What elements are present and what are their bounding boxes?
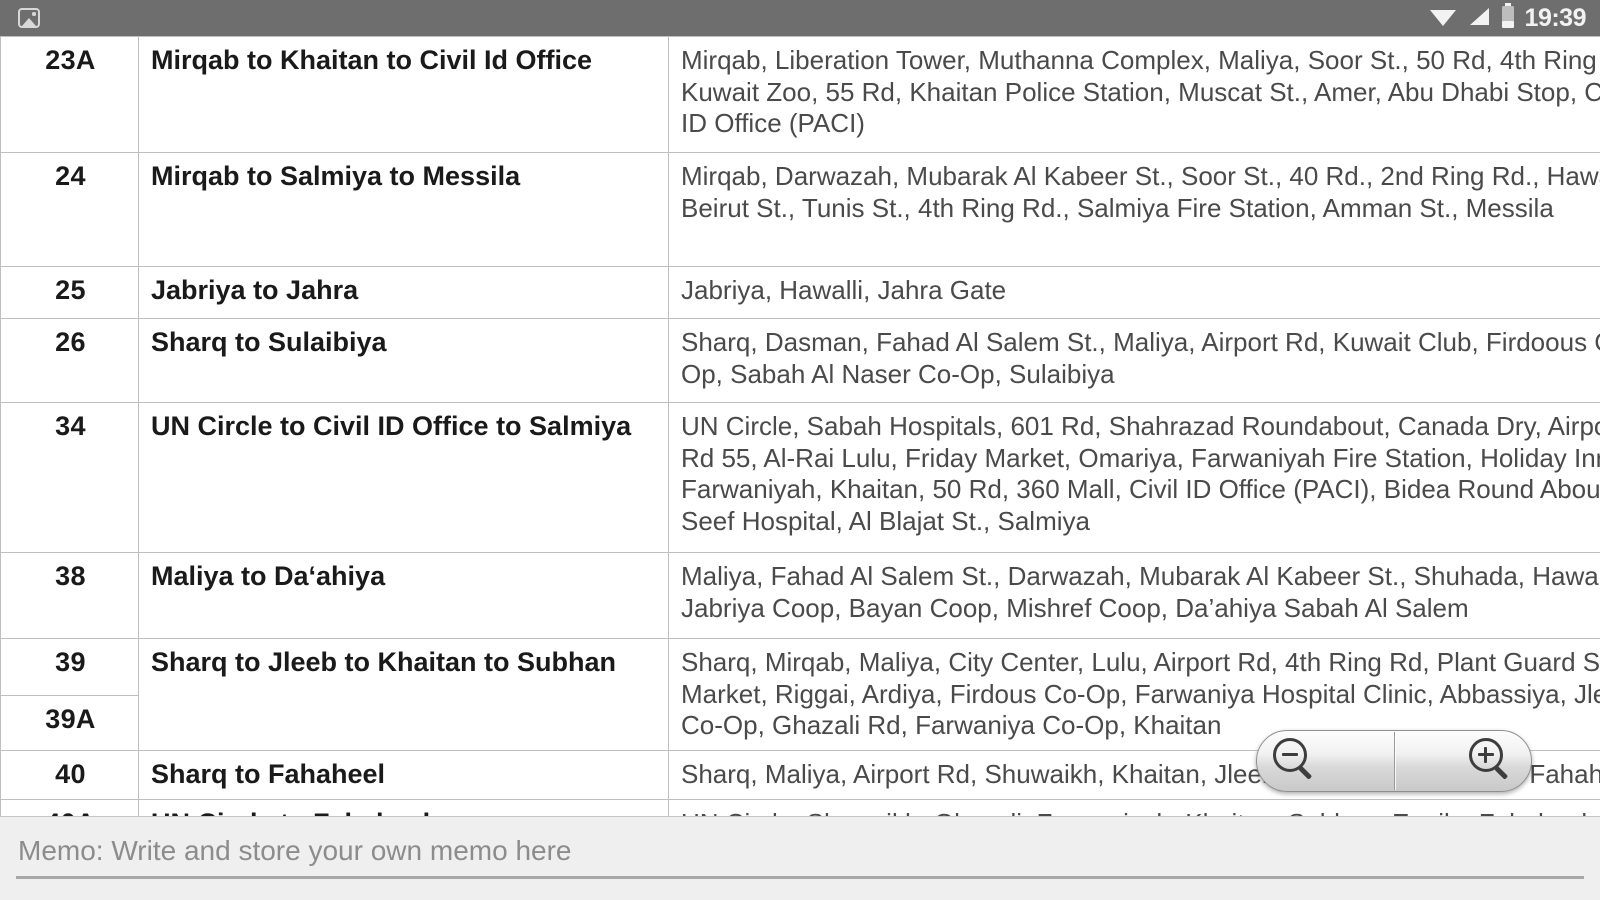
route-stops-cell: Sharq, Dasman, Fahad Al Salem St., Maliy… xyxy=(668,318,1600,403)
status-bar-clock: 19:39 xyxy=(1524,3,1587,32)
cell-signal-icon xyxy=(1467,4,1491,33)
zoom-in-button[interactable] xyxy=(1395,731,1532,791)
table-row[interactable]: 40A UN Circle to Fahaheel UN Circle, Shu… xyxy=(0,799,1600,816)
route-number-cell: 39 xyxy=(0,637,139,697)
route-number-cell: 40 xyxy=(0,750,139,801)
route-stops-cell: Jabriya, Hawalli, Jahra Gate xyxy=(668,266,1600,319)
zoom-controls xyxy=(1256,730,1532,792)
table-row[interactable]: 26 Sharq to Sulaibiya Sharq, Dasman, Fah… xyxy=(0,318,1600,403)
route-number-cell: 38 xyxy=(0,552,139,639)
battery-icon xyxy=(1500,2,1516,34)
route-number-cell: 26 xyxy=(0,318,139,403)
route-number-cell: 25 xyxy=(0,266,139,319)
route-stops-cell: UN Circle, Sabah Hospitals, 601 Rd, Shah… xyxy=(668,402,1600,553)
route-name-cell: UN Circle to Civil ID Office to Salmiya xyxy=(138,402,669,553)
zoom-out-button[interactable] xyxy=(1257,731,1394,791)
status-bar-left xyxy=(18,8,40,28)
route-stops-cell: UN Circle, Shuwaikh, Ghazali, Farwaniyah… xyxy=(668,799,1600,816)
table-row[interactable]: 23A Mirqab to Khaitan to Civil Id Office… xyxy=(0,36,1600,153)
route-stops-cell: Maliya, Fahad Al Salem St., Darwazah, Mu… xyxy=(668,552,1600,639)
route-name-cell: Maliya to Da‘ahiya xyxy=(138,552,669,639)
wifi-icon xyxy=(1428,4,1458,33)
image-notification-icon[interactable] xyxy=(18,8,40,28)
routes-table-scroll-area[interactable]: 23A Mirqab to Khaitan to Civil Id Office… xyxy=(0,36,1600,816)
zoom-out-icon xyxy=(1273,738,1319,784)
route-number-cell: 24 xyxy=(0,152,139,267)
route-name-cell: UN Circle to Fahaheel xyxy=(138,799,669,816)
route-number-cell: 40A xyxy=(0,799,139,816)
table-row[interactable]: 24 Mirqab to Salmiya to Messila Mirqab, … xyxy=(0,152,1600,267)
route-number-cell: 34 xyxy=(0,402,139,553)
route-stops-cell: Mirqab, Liberation Tower, Muthanna Compl… xyxy=(668,36,1600,153)
table-row[interactable]: 34 UN Circle to Civil ID Office to Salmi… xyxy=(0,402,1600,553)
memo-bar xyxy=(0,816,1600,900)
bus-routes-table: 23A Mirqab to Khaitan to Civil Id Office… xyxy=(0,36,1600,816)
route-number-cell: 39A xyxy=(0,695,139,752)
status-bar-right: 19:39 xyxy=(1428,2,1587,34)
route-stops-cell: Mirqab, Darwazah, Mubarak Al Kabeer St.,… xyxy=(668,152,1600,267)
memo-input[interactable] xyxy=(16,831,1584,879)
route-name-cell: Sharq to Jleeb to Khaitan to Subhan xyxy=(138,637,669,752)
table-row[interactable]: 38 Maliya to Da‘ahiya Maliya, Fahad Al S… xyxy=(0,552,1600,639)
table-row[interactable]: 25 Jabriya to Jahra Jabriya, Hawalli, Ja… xyxy=(0,266,1600,319)
route-name-cell: Sharq to Sulaibiya xyxy=(138,318,669,403)
zoom-in-icon xyxy=(1469,738,1515,784)
zoom-controls-divider xyxy=(1393,732,1395,790)
route-name-cell: Mirqab to Khaitan to Civil Id Office xyxy=(138,36,669,153)
table-row[interactable]: 39 Sharq to Jleeb to Khaitan to Subhan S… xyxy=(0,637,1600,752)
route-number-cell: 23A xyxy=(0,36,139,153)
route-name-cell: Jabriya to Jahra xyxy=(138,266,669,319)
route-name-cell: Sharq to Fahaheel xyxy=(138,750,669,801)
route-name-cell: Mirqab to Salmiya to Messila xyxy=(138,152,669,267)
table-row[interactable]: 39A xyxy=(0,695,1600,752)
status-bar: 19:39 xyxy=(0,0,1600,36)
